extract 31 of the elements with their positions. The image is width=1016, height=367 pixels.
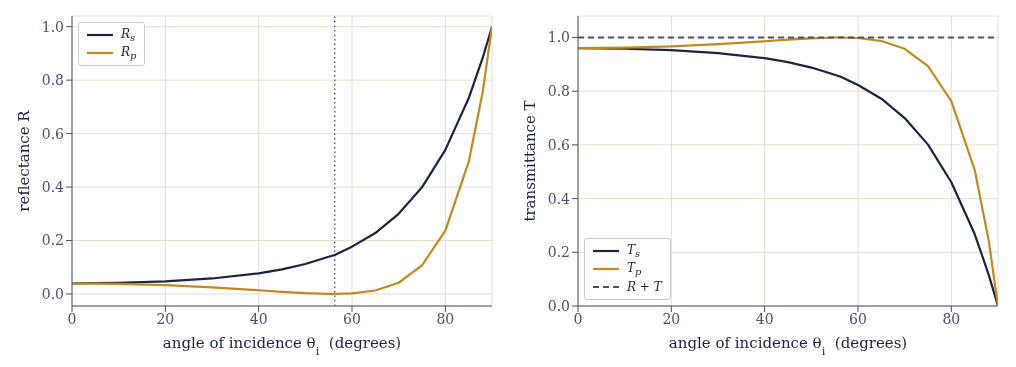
x-tick-label: 20 [156, 310, 175, 327]
y-tick-label: 0.8 [547, 83, 570, 100]
x-tick-label: 60 [343, 310, 361, 327]
x-tick-label: 40 [755, 310, 774, 327]
y-axis-title: reflectance R [15, 109, 33, 212]
legend-label: R + T [627, 280, 662, 294]
y-tick-label: 1.0 [547, 29, 570, 46]
x-axis-title: angle of incidence θ$_{i}$ (degrees) [668, 334, 908, 358]
x-axis-title: angle of incidence θ$_{i}$ (degrees) [162, 334, 402, 358]
y-tick-label: 1.0 [41, 18, 64, 35]
legend-label: R$_{p}$ [121, 44, 137, 62]
legend-label: T$_{p}$ [627, 260, 642, 278]
y-tick-label: 0.0 [547, 297, 570, 314]
x-tick-label: 40 [249, 310, 268, 327]
x-tick-label: 20 [662, 310, 681, 327]
x-tick-label: 80 [436, 310, 455, 327]
y-tick-label: 0.6 [41, 125, 65, 142]
y-tick-label: 0.0 [41, 285, 64, 302]
y-tick-label: 0.2 [41, 232, 64, 249]
x-tick-label: 60 [849, 310, 867, 327]
legend-label: R$_{s}$ [121, 26, 136, 44]
x-tick-label: 80 [942, 310, 961, 327]
y-tick-label: 0.6 [547, 136, 571, 153]
x-tick-label: 0 [67, 310, 77, 327]
y-tick-label: 0.4 [547, 190, 571, 207]
legend-label: T$_{s}$ [627, 242, 641, 260]
x-tick-label: 0 [573, 310, 583, 327]
y-tick-label: 0.8 [41, 72, 64, 89]
y-tick-label: 0.2 [547, 244, 570, 261]
y-axis-title: transmittance T [521, 100, 539, 222]
y-tick-label: 0.4 [41, 179, 65, 196]
